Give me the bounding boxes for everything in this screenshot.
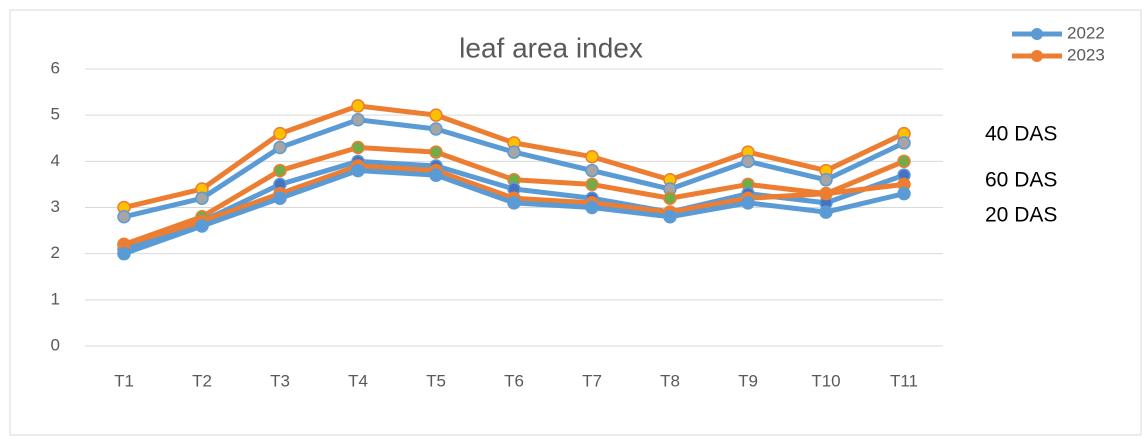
data-point <box>117 209 131 224</box>
data-point <box>273 140 287 155</box>
annotation: 40 DAS <box>985 123 1057 146</box>
data-point <box>273 191 287 206</box>
data-point <box>897 186 911 201</box>
data-point <box>273 126 287 141</box>
x-tick-label: T2 <box>192 371 212 390</box>
y-tick-label: 6 <box>51 58 60 77</box>
data-point <box>897 136 911 150</box>
legend-marker <box>1031 50 1043 62</box>
data-point <box>741 196 755 210</box>
chart-title: leaf area index <box>459 32 643 63</box>
data-point <box>351 140 365 155</box>
x-tick-label: T9 <box>738 371 758 390</box>
x-tick-label: T8 <box>660 371 680 390</box>
legend-label: 2023 <box>1067 45 1105 64</box>
data-point <box>507 196 521 210</box>
data-point <box>819 173 833 187</box>
data-point <box>507 145 521 159</box>
x-tick-label: T4 <box>348 371 368 390</box>
data-point <box>897 154 911 169</box>
data-point <box>585 177 599 192</box>
data-point <box>429 168 443 182</box>
legend-marker <box>1031 28 1043 40</box>
data-point <box>195 191 209 206</box>
x-tick-label: T3 <box>270 371 290 390</box>
data-point <box>819 205 833 219</box>
data-point <box>663 191 677 206</box>
x-tick-label: T1 <box>114 371 134 390</box>
data-point <box>429 108 443 122</box>
annotation: 20 DAS <box>985 204 1057 227</box>
data-point <box>663 209 677 224</box>
x-tick-label: T11 <box>890 371 918 390</box>
data-point <box>273 163 287 178</box>
x-tick-label: T5 <box>426 371 446 390</box>
legend-label: 2022 <box>1067 23 1105 42</box>
annotation: 60 DAS <box>985 169 1057 192</box>
x-tick-label: T7 <box>582 371 602 390</box>
data-point <box>429 122 443 136</box>
data-point <box>351 163 365 178</box>
data-point <box>585 200 599 215</box>
data-point <box>351 113 365 127</box>
y-tick-label: 0 <box>51 335 60 354</box>
y-tick-label: 4 <box>51 151 60 170</box>
y-tick-label: 5 <box>51 105 60 124</box>
data-point <box>585 163 599 178</box>
y-tick-label: 3 <box>51 197 60 216</box>
x-tick-label: T10 <box>811 371 840 390</box>
data-point <box>195 219 209 233</box>
data-point <box>585 149 599 164</box>
y-tick-label: 2 <box>51 243 60 262</box>
data-point <box>351 99 365 113</box>
data-point <box>429 145 443 159</box>
data-point <box>117 246 131 261</box>
data-point <box>819 186 833 201</box>
data-point <box>741 154 755 169</box>
x-tick-label: T6 <box>504 371 524 390</box>
y-tick-label: 1 <box>51 289 60 308</box>
